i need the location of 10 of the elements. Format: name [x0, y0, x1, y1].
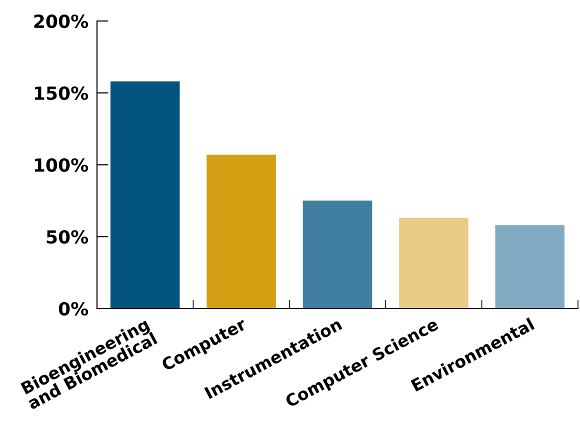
y-tick-label: 50% — [46, 230, 88, 244]
y-tick-label: 0% — [58, 302, 88, 316]
y-tick-label: 100% — [34, 158, 88, 172]
bar — [110, 81, 180, 308]
bar — [206, 154, 276, 308]
bar — [399, 218, 468, 308]
y-tick-label: 150% — [34, 86, 88, 100]
bar — [495, 225, 565, 308]
bar — [302, 200, 372, 308]
y-tick-label: 200% — [34, 14, 88, 28]
